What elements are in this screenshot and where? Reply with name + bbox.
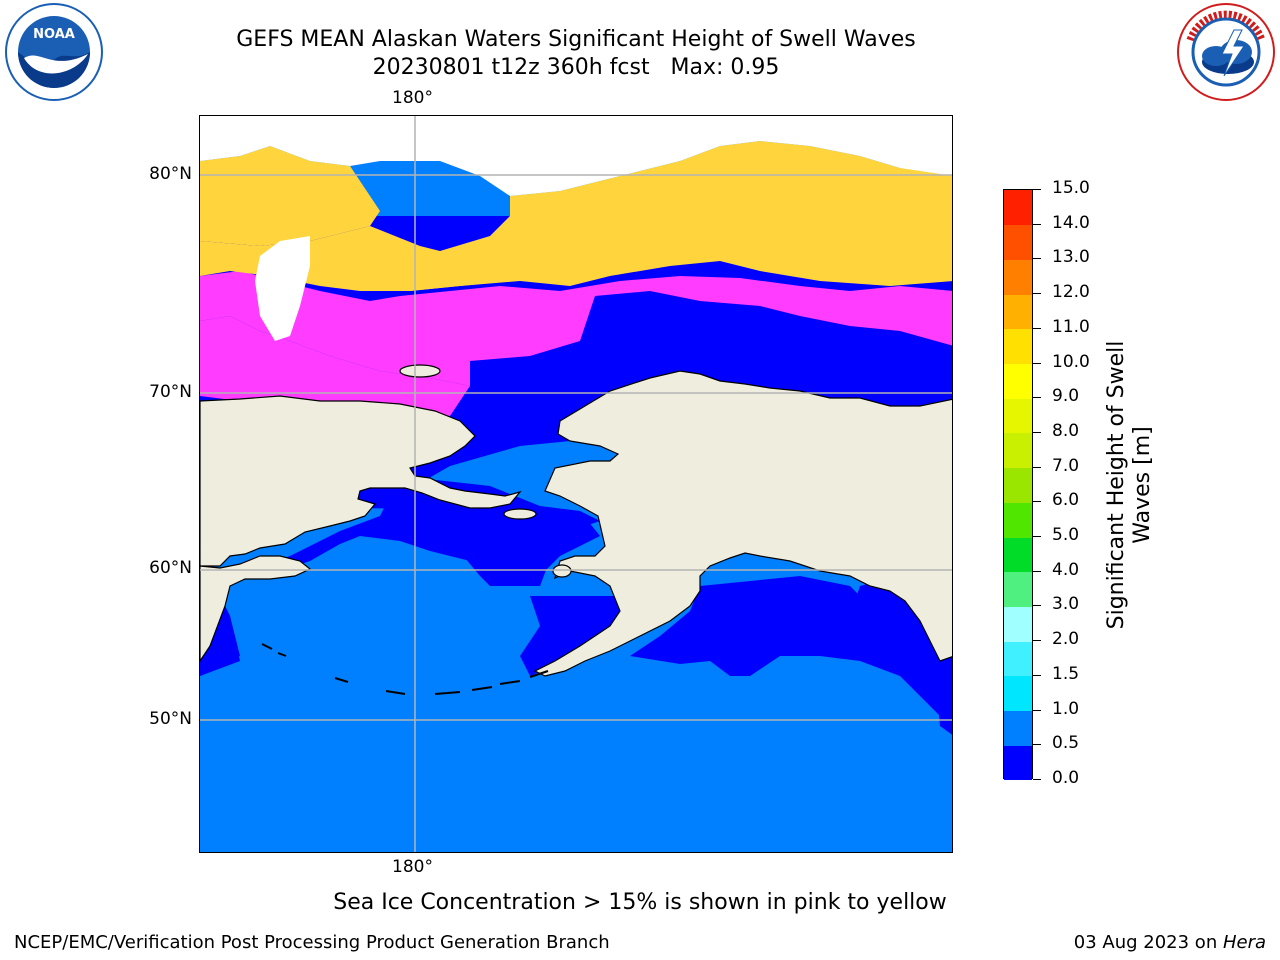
map-canvas (200, 116, 952, 852)
nws-logo-icon (1176, 2, 1276, 106)
colorbar-tick-label: 8.0 (1052, 420, 1080, 441)
land-russia (200, 395, 522, 567)
colorbar-segment (1004, 537, 1032, 573)
colorbar-tick (1033, 293, 1041, 295)
colorbar (1003, 189, 1033, 781)
footer-date-text: 03 Aug 2023 on (1073, 932, 1223, 953)
colorbar-segment (1004, 294, 1032, 330)
colorbar-tick-label: 11.0 (1052, 316, 1090, 337)
lat-label-60: 60°N (149, 558, 192, 578)
colorbar-segment (1004, 502, 1032, 538)
colorbar-tick-label: 7.0 (1052, 455, 1080, 476)
colorbar-tick-label: 0.0 (1052, 768, 1080, 788)
map-subtitle: 20230801 t12z 360h fcst Max: 0.95 (372, 55, 780, 80)
colorbar-tick-label: 1.0 (1052, 698, 1080, 719)
colorbar-tick (1033, 223, 1041, 225)
colorbar-tick-label: 6.0 (1052, 490, 1080, 511)
colorbar-segment (1004, 641, 1032, 677)
map-title: GEFS MEAN Alaskan Waters Significant Hei… (236, 27, 916, 52)
colorbar-tick (1033, 431, 1041, 433)
colorbar-segment (1004, 224, 1032, 260)
colorbar-tick (1033, 744, 1041, 746)
colorbar-tick-label: 5.0 (1052, 525, 1080, 546)
colorbar-tick (1033, 362, 1041, 364)
lat-label-50: 50°N (149, 709, 192, 729)
land-alaska (533, 370, 952, 677)
colorbar-tick (1033, 327, 1041, 329)
colorbar-tick (1033, 570, 1041, 572)
colorbar-segment (1004, 328, 1032, 365)
footer-credit: NCEP/EMC/Verification Post Processing Pr… (14, 932, 610, 953)
colorbar-tick-label: 9.0 (1052, 386, 1080, 407)
lat-label-70: 70°N (149, 382, 192, 402)
colorbar-segment (1004, 710, 1032, 746)
footer-host: Hera (1222, 932, 1266, 953)
colorbar-tick (1033, 536, 1041, 538)
noaa-logo-text: NOAA (33, 27, 75, 42)
colorbar-tick (1033, 258, 1041, 260)
colorbar-title-line2: Waves [m] (1130, 426, 1155, 544)
sea-ice-pink (200, 271, 952, 386)
colorbar-segment (1004, 606, 1032, 642)
colorbar-tick (1033, 189, 1041, 190)
island-st-lawrence (503, 508, 537, 520)
footer-date: 03 Aug 2023 on Hera (1074, 932, 1266, 953)
colorbar-segment (1004, 571, 1032, 607)
colorbar-tick (1033, 605, 1041, 607)
colorbar-tick (1033, 674, 1041, 676)
colorbar-tick-label: 12.0 (1052, 282, 1090, 303)
no-data-white (255, 236, 310, 341)
land-kamchatka (200, 555, 312, 663)
colorbar-segment (1004, 745, 1032, 781)
colorbar-tick-label: 2.0 (1052, 629, 1080, 650)
colorbar-tick-label: 1.5 (1052, 663, 1080, 684)
sea-ice-edge-west (200, 316, 470, 416)
colorbar-tick-label: 10.0 (1052, 351, 1090, 372)
colorbar-tick-label: 0.5 (1052, 733, 1080, 754)
colorbar-tick (1033, 466, 1041, 468)
colorbar-tick-label: 3.0 (1052, 594, 1080, 615)
aleutian-islands (334, 670, 549, 695)
sea-ice-note: Sea Ice Concentration > 15% is shown in … (333, 890, 947, 915)
colorbar-segment (1004, 398, 1032, 434)
lat-label-80: 80°N (149, 164, 192, 184)
colorbar-tick (1033, 709, 1041, 711)
colorbar-tick (1033, 501, 1041, 503)
colorbar-title-line1: Significant Height of Swell (1104, 340, 1129, 630)
sea-ice-yellow (200, 141, 952, 291)
colorbar-segment (1004, 675, 1032, 712)
colorbar-segment (1004, 190, 1032, 226)
colorbar-tick (1033, 397, 1041, 399)
lon-label-bottom: 180° (392, 857, 433, 877)
colorbar-tick (1033, 640, 1041, 642)
commander-islands (261, 643, 287, 657)
colorbar-tick-label: 13.0 (1052, 247, 1090, 268)
no-data-top (200, 116, 952, 196)
ocean-dark-gulf (630, 576, 952, 716)
colorbar-tick-label: 4.0 (1052, 559, 1080, 580)
colorbar-tick-label: 15.0 (1052, 178, 1090, 198)
map-panel (199, 115, 953, 853)
island-nunivak (552, 564, 572, 578)
colorbar-tick (1033, 779, 1041, 780)
ocean-dark-bering (200, 476, 600, 661)
noaa-logo-icon: NOAA (4, 2, 104, 106)
lon-label-top: 180° (392, 88, 433, 108)
colorbar-segment (1004, 259, 1032, 295)
colorbar-tick-label: 14.0 (1052, 212, 1090, 233)
map-gridlines (200, 116, 952, 852)
colorbar-segment (1004, 363, 1032, 399)
colorbar-segment (1004, 432, 1032, 469)
island-wrangel (399, 364, 441, 378)
colorbar-segment (1004, 467, 1032, 503)
